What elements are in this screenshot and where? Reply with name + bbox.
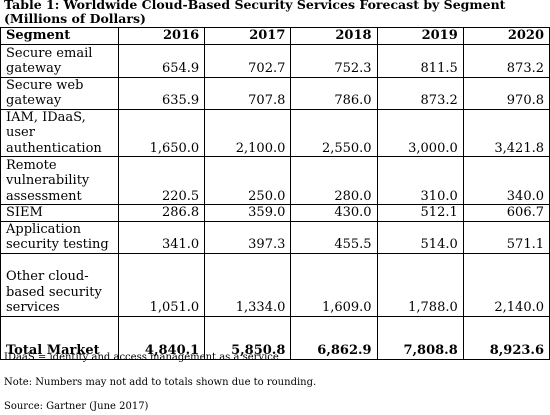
- value-cell: 340.0: [462, 156, 550, 205]
- footnote: Note: Numbers may not add to totals show…: [4, 377, 317, 388]
- value-cell: 514.0: [376, 220, 464, 254]
- segment-cell: Total Market: [0, 315, 119, 360]
- table-row: Secure email gateway 654.9 702.7 752.3 811.5…: [0, 43, 550, 78]
- table-title: Table 1: Worldwide Cloud-Based Security …: [4, 0, 506, 26]
- header-cell: 2017: [204, 27, 292, 45]
- value-cell: 2,550.0: [290, 108, 378, 157]
- value-cell: 359.0: [204, 204, 292, 222]
- segment-cell: Remote vulnerability assessment: [0, 156, 119, 205]
- footnote: Source: Gartner (June 2017): [4, 401, 149, 412]
- table-row: SIEM 286.8 359.0 430.0 512.1 606.7: [0, 204, 550, 222]
- value-cell: 250.0: [204, 156, 292, 205]
- value-cell: 430.0: [290, 204, 378, 222]
- value-cell: 3,000.0: [376, 108, 464, 157]
- header-cell: 2019: [376, 27, 464, 45]
- table-row: Application security testing 341.0 397.3 45…: [0, 220, 550, 254]
- table-row: Total Market 4,840.1 5,850.8 6,862.9 7,808.8…: [0, 315, 550, 360]
- value-cell: 707.8: [204, 76, 292, 110]
- header-cell: Segment: [0, 27, 119, 45]
- value-cell: 2,140.0: [462, 252, 550, 317]
- value-cell: 873.2: [462, 43, 550, 78]
- segment-cell: Application security testing: [0, 220, 119, 254]
- value-cell: 1,051.0: [117, 252, 206, 317]
- value-cell: 811.5: [376, 43, 464, 78]
- value-cell: 1,788.0: [376, 252, 464, 317]
- value-cell: 635.9: [117, 76, 206, 110]
- value-cell: 280.0: [290, 156, 378, 205]
- value-cell: 6,862.9: [290, 315, 378, 360]
- value-cell: 286.8: [117, 204, 206, 222]
- value-cell: 455.5: [290, 220, 378, 254]
- value-cell: 397.3: [204, 220, 292, 254]
- table-row: IAM, IDaaS, user authentication 1,650.0 2,…: [0, 108, 550, 157]
- value-cell: 310.0: [376, 156, 464, 205]
- value-cell: 4,840.1: [117, 315, 206, 360]
- table-row: Secure web gateway 635.9 707.8 786.0 873.2 97…: [0, 76, 550, 110]
- segment-cell: Secure web gateway: [0, 76, 119, 110]
- footnote: IDaaS = identity and access management a…: [4, 352, 279, 363]
- value-cell: 512.1: [376, 204, 464, 222]
- value-cell: 220.5: [117, 156, 206, 205]
- header-row: Segment 2016 2017 2018 2019 2020: [0, 27, 550, 45]
- value-cell: 341.0: [117, 220, 206, 254]
- value-cell: 786.0: [290, 76, 378, 110]
- value-cell: 8,923.6: [462, 315, 550, 360]
- value-cell: 7,808.8: [376, 315, 464, 360]
- value-cell: 1,650.0: [117, 108, 206, 157]
- value-cell: 702.7: [204, 43, 292, 78]
- value-cell: 654.9: [117, 43, 206, 78]
- value-cell: 1,334.0: [204, 252, 292, 317]
- table-row: Other cloud-based security services 1,051…: [0, 252, 550, 317]
- value-cell: 873.2: [376, 76, 464, 110]
- segment-cell: Other cloud-based security services: [0, 252, 119, 317]
- segment-cell: IAM, IDaaS, user authentication: [0, 108, 119, 157]
- value-cell: 3,421.8: [462, 108, 550, 157]
- forecast-table: Segment 2016 2017 2018 2019 2020 Secure email…: [0, 27, 550, 360]
- header-cell: 2020: [462, 27, 550, 45]
- table-row: Remote vulnerability assessment 220.5 250.…: [0, 156, 550, 205]
- value-cell: 970.8: [462, 76, 550, 110]
- header-cell: 2016: [117, 27, 206, 45]
- segment-cell: Secure email gateway: [0, 43, 119, 78]
- value-cell: 571.1: [462, 220, 550, 254]
- value-cell: 2,100.0: [204, 108, 292, 157]
- value-cell: 5,850.8: [204, 315, 292, 360]
- header-cell: 2018: [290, 27, 378, 45]
- value-cell: 606.7: [462, 204, 550, 222]
- value-cell: 752.3: [290, 43, 378, 78]
- segment-cell: SIEM: [0, 204, 119, 222]
- value-cell: 1,609.0: [290, 252, 378, 317]
